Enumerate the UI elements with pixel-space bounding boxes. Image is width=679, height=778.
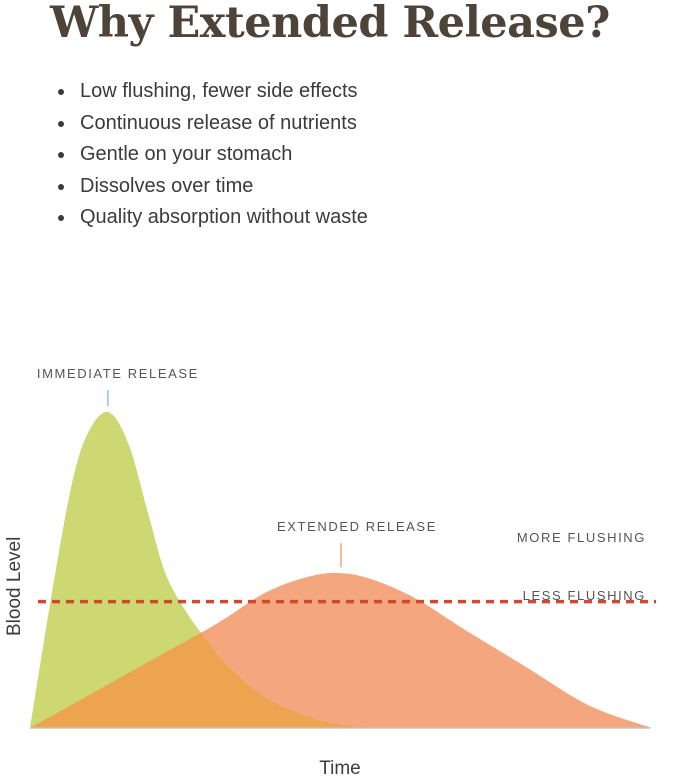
y-axis-label: Blood Level [4,537,25,636]
immediate-release-area [30,411,440,729]
less-flushing-label: LESS FLUSHING [523,588,646,603]
release-chart: IMMEDIATE RELEASE EXTENDED RELEASE MORE … [4,366,656,778]
x-axis-label: Time [319,758,361,778]
benefit-item: Gentle on your stomach [56,139,368,171]
more-flushing-label: MORE FLUSHING [517,530,646,545]
benefit-list: Low flushing, fewer side effects Continu… [56,76,368,234]
benefit-item: Continuous release of nutrients [56,108,368,140]
benefit-item: Dissolves over time [56,171,368,203]
immediate-release-label: IMMEDIATE RELEASE [37,366,199,381]
extended-release-label: EXTENDED RELEASE [277,519,437,534]
benefit-item: Low flushing, fewer side effects [56,76,368,108]
page-title: Why Extended Release? [50,0,610,48]
benefit-item: Quality absorption without waste [56,202,368,234]
